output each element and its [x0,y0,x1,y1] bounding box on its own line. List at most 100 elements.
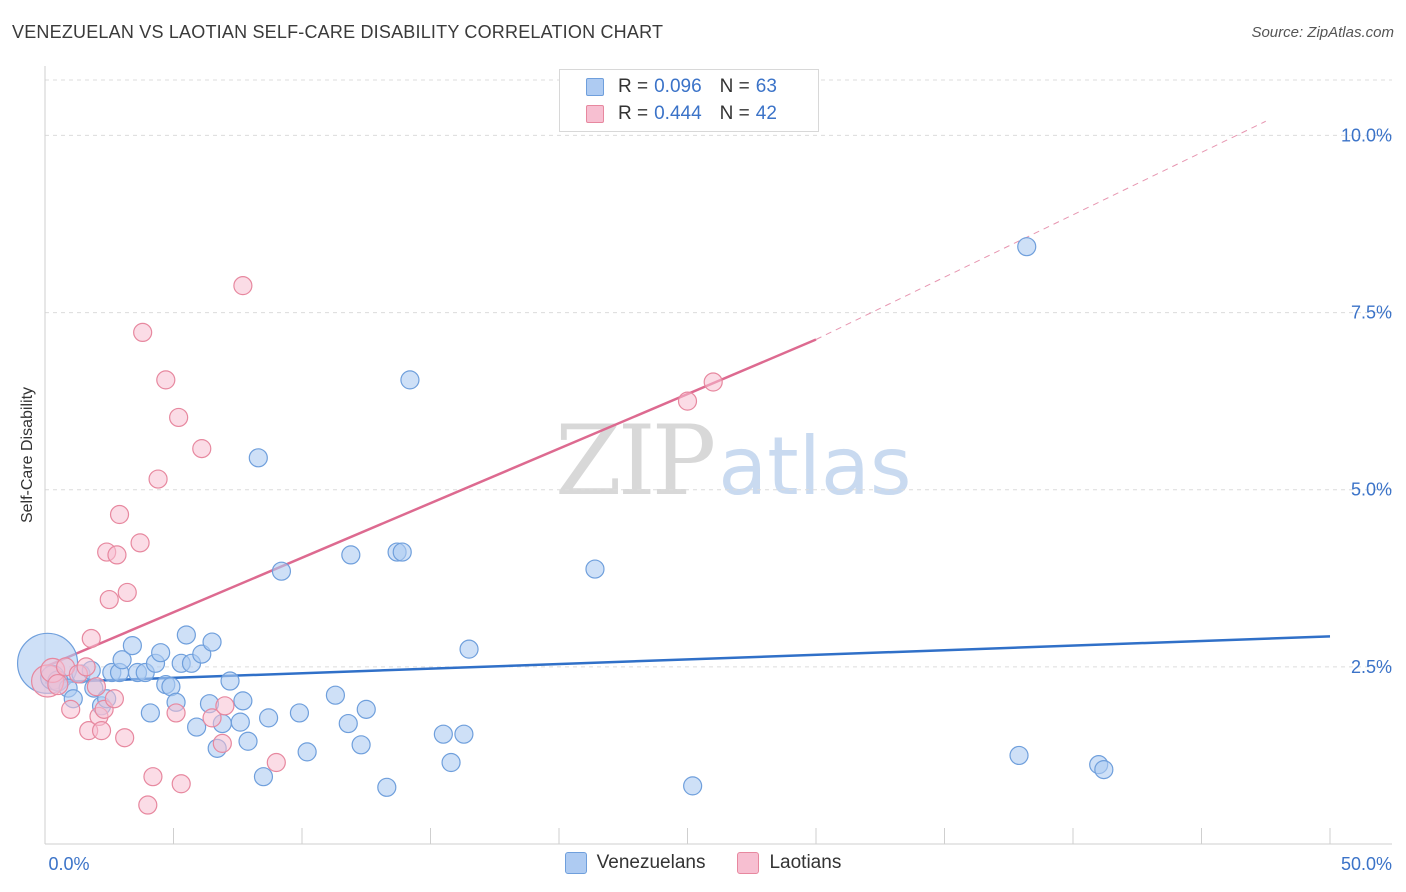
tick-labels: 2.5% 5.0% 7.5% 10.0% 0.0% 50.0% [48,125,1392,874]
venezuelans-point [271,561,292,581]
venezuelans-point [683,776,703,796]
laotians-point [109,504,130,525]
laotians-point [104,689,124,709]
laotians-point [133,322,153,343]
laotians-point [266,752,286,773]
venezuelans-point [220,671,240,691]
laotians-swatch [586,105,604,123]
laotians-trend-line [44,338,817,669]
venezuelans-point [454,724,474,744]
n-label: N = [719,103,750,124]
grid-lines [45,79,1392,668]
axes [44,66,1392,845]
r-label: R = [618,103,649,124]
venezuelans-point [238,731,258,751]
venezuelans-point [202,632,222,652]
venezuelans-point [338,713,358,734]
y-tick-label: 10.0% [1341,125,1392,145]
laotians-points [30,276,723,815]
venezuelans-point [341,545,361,565]
venezuelans-point [230,712,250,732]
r-label: R = [618,76,649,97]
venezuelans-point [356,699,376,719]
laotians-point [169,407,189,428]
laotians-legend-swatch [737,852,760,874]
laotians-point [117,582,137,603]
watermark-zip: ZIP [555,405,716,517]
venezuelans-point [258,708,279,728]
x-tick-label-min: 0.0% [48,854,89,874]
venezuelans-point [400,370,420,390]
laotians-point [76,657,96,677]
venezuelans-point [433,724,453,744]
laotians-point [61,699,81,719]
legend-item-laotians[interactable]: Laotians [737,852,841,874]
venezuelans-point [122,635,142,656]
laotians-point [233,276,253,296]
venezuelans-point [151,643,171,663]
n-value: 63 [755,76,777,97]
source-credit: Source: ZipAtlas.com [1251,24,1394,41]
laotians-point [677,391,698,411]
laotians-point [115,728,135,748]
laotians-point [212,733,232,753]
venezuelans-point [585,559,605,579]
correlation-legend: R = 0.096 N = 63 R = 0.444 N = 42 [559,69,819,132]
laotians-point [91,721,112,741]
venezuelans-trend-line [44,635,1331,684]
x-tick-label-max: 50.0% [1341,854,1392,874]
y-tick-label: 5.0% [1351,480,1392,500]
venezuelans-point [1017,237,1037,257]
y-tick-label: 7.5% [1351,303,1392,323]
venezuelans-point [1094,759,1114,780]
laotians-point [215,696,235,716]
venezuelans-swatch [586,78,604,96]
venezuelans-point [459,639,479,659]
y-tick-label: 2.5% [1351,657,1392,677]
r-value: 0.096 [654,76,702,97]
legend-item-venezuelans[interactable]: Venezuelans [564,852,706,874]
laotians-point [99,589,119,610]
watermark-atlas: atlas [718,420,912,513]
laotians-point [130,533,150,553]
laotians-point [166,703,186,723]
n-value: 42 [755,103,777,124]
venezuelans-point [253,767,274,787]
laotians-trend-extension [815,120,1266,340]
laotians-point [143,767,163,787]
laotians-point [138,795,158,815]
legend-label-laotians: Laotians [769,852,842,873]
venezuelans-point [248,448,268,468]
venezuelans-point [233,691,253,711]
venezuelans-point [187,717,207,737]
venezuelans-point [289,703,310,723]
venezuelans-legend-swatch [564,852,587,874]
venezuelans-point [140,703,160,723]
legend-label-venezuelans: Venezuelans [596,852,706,873]
laotians-point [86,677,107,697]
chart-title: VENEZUELAN VS LAOTIAN SELF-CARE DISABILI… [12,22,664,42]
laotians-point [47,673,69,696]
legend-row-venezuelans: R = 0.096 N = 63 [586,75,777,99]
laotians-point [107,545,127,565]
n-label: N = [719,76,750,97]
legend-row-laotians: R = 0.444 N = 42 [586,102,777,126]
venezuelans-point [1009,745,1029,766]
venezuelans-point [297,742,317,762]
laotians-point [156,370,176,390]
watermark: ZIPatlas [555,405,912,517]
laotians-point [171,774,191,794]
laotians-point [202,708,222,728]
venezuelans-point [351,735,371,755]
r-value: 0.444 [654,103,702,124]
y-axis-label: Self-Care Disability [19,386,36,524]
laotians-point [703,372,723,392]
venezuelans-point [377,777,397,797]
venezuelans-point [176,625,196,645]
laotians-point [81,628,101,649]
series-legend: Venezuelans Laotians [0,852,1406,874]
laotians-point [148,469,168,489]
venezuelans-point [441,752,461,773]
venezuelans-point [112,650,132,670]
